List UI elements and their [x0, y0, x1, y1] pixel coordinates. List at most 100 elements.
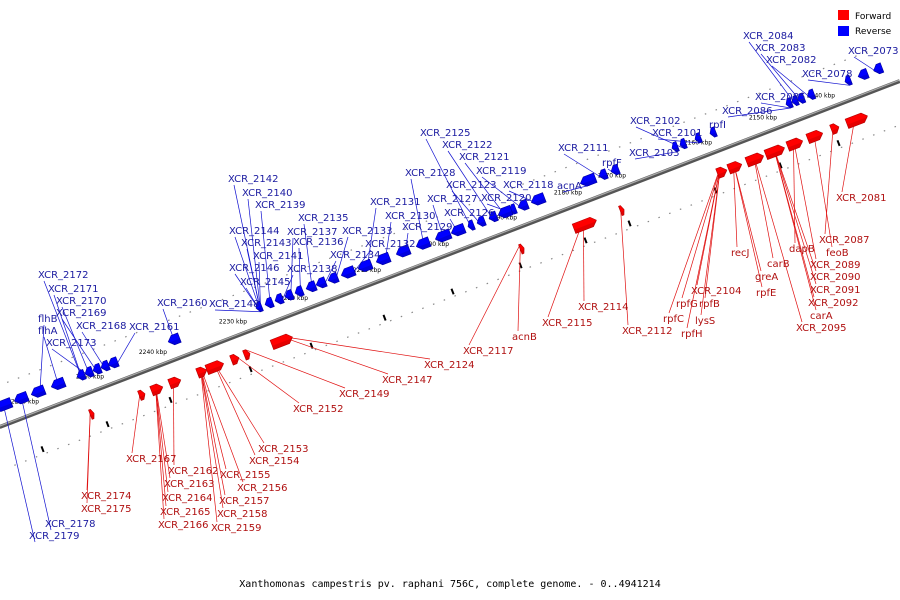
reverse-gene-arrow	[694, 132, 703, 144]
forward-gene-arrow	[229, 354, 240, 366]
reverse-gene-arrow	[294, 285, 305, 297]
leader-line	[39, 324, 45, 397]
gene-label-xcr-2114: XCR_2114	[578, 302, 629, 313]
gene-label-xcr-2128: XCR_2128	[405, 168, 456, 179]
leader-line	[155, 384, 167, 507]
gene-label-xcr-2139: XCR_2139	[255, 200, 306, 211]
gene-label-xcr-2102: XCR_2102	[630, 116, 681, 127]
tick-label: 2170 kbp	[598, 173, 626, 180]
forward-gene-arrow	[844, 112, 868, 129]
gene-label-acna: acnA	[557, 181, 582, 192]
gene-label-xcr-2158: XCR_2158	[217, 509, 268, 520]
gene-label-xcr-2086: XCR_2086	[722, 106, 773, 117]
gene-label-xcr-2131: XCR_2131	[370, 197, 421, 208]
legend: Forward Reverse	[838, 10, 892, 37]
backbone-line	[0, 79, 900, 429]
reverse-gene-arrow	[434, 228, 453, 243]
leader-line	[733, 162, 763, 288]
gene-label-xcr-2148: XCR_2148	[209, 299, 260, 310]
tick-mark	[248, 366, 253, 373]
forward-gene-arrow	[829, 123, 840, 135]
gene-label-xcr-2179: XCR_2179	[29, 531, 80, 542]
gene-label-xcr-2152: XCR_2152	[293, 404, 344, 415]
leader-line	[280, 335, 389, 375]
gene-label-xcr-2104: XCR_2104	[691, 286, 742, 297]
gene-label-xcr-2167: XCR_2167	[126, 454, 177, 465]
leader-line	[200, 366, 244, 483]
reverse-gene-arrow	[467, 219, 476, 231]
reverse-gene-arrow	[679, 137, 688, 150]
leader-line	[280, 335, 431, 360]
forward-gene-arrow	[726, 161, 743, 175]
leader-line	[200, 366, 226, 496]
tick-label: 2200 kbp	[421, 241, 449, 248]
leader-line	[173, 377, 175, 466]
reverse-gene-arrow	[274, 292, 285, 305]
leader-line	[246, 248, 261, 312]
gene-label-recj: recJ	[731, 248, 750, 259]
tick-label: 2230 kbp	[219, 318, 247, 325]
leader-line	[61, 306, 91, 378]
reverse-gene-arrow	[107, 356, 120, 369]
gene-label-xcr-2085: XCR_2085	[755, 92, 806, 103]
leader-line	[200, 366, 224, 509]
leader-line	[451, 190, 483, 227]
reverse-gene-arrow	[844, 74, 853, 86]
gene-label-xcr-2174: XCR_2174	[81, 491, 132, 502]
gene-label-xcr-2166: XCR_2166	[158, 520, 209, 531]
tick-mark	[778, 162, 783, 169]
legend-forward-label: Forward	[855, 12, 891, 22]
gene-label-xcr-2123: XCR_2123	[446, 180, 497, 191]
gene-label-rpfg: rpfG	[676, 299, 698, 310]
reverse-gene-arrow	[30, 384, 47, 398]
gene-label-rpfc: rpfC	[663, 314, 684, 325]
reverse-gene-arrow	[76, 369, 87, 381]
reverse-gene-arrow	[357, 258, 374, 273]
gene-label-xcr-2175: XCR_2175	[81, 504, 132, 515]
reverse-gene-arrow	[807, 88, 817, 100]
leader-line	[425, 138, 473, 231]
dotted-guide-below	[0, 44, 886, 386]
gene-label-dapb: dapB	[789, 244, 815, 255]
tick-mark	[836, 139, 841, 147]
gene-label-xcr-2129: XCR_2129	[402, 222, 453, 233]
leader-line	[793, 138, 817, 260]
gene-label-grea: greA	[755, 272, 778, 283]
reverse-gene-arrow	[671, 141, 680, 153]
gene-label-xcr-2163: XCR_2163	[164, 479, 215, 490]
leader-line	[773, 146, 817, 311]
reverse-gene-arrow	[84, 365, 95, 378]
leader-line	[410, 178, 425, 249]
tick-mark	[382, 314, 387, 321]
reverse-gene-arrow	[530, 192, 547, 206]
reverse-gene-arrow	[857, 68, 870, 80]
gene-label-xcr-2169: XCR_2169	[56, 308, 107, 319]
gene-label-xcr-2095: XCR_2095	[796, 323, 847, 334]
tick-label: 2180 kbp	[554, 190, 582, 197]
tick-label: 2150 kbp	[749, 115, 777, 122]
gene-label-xcr-2160: XCR_2160	[157, 298, 208, 309]
tick-label: 2140 kbp	[807, 92, 835, 99]
gene-label-xcr-2119: XCR_2119	[476, 166, 527, 177]
leader-line	[753, 154, 774, 259]
reverse-gene-arrow	[488, 210, 499, 223]
tick-label: 2240 kbp	[139, 349, 167, 356]
leader-line	[213, 361, 265, 444]
leader-line	[4, 410, 36, 543]
reverse-gene-arrow	[92, 362, 103, 375]
leader-line	[86, 409, 91, 504]
reverse-gene-arrow	[497, 204, 514, 219]
reverse-gene-arrow	[450, 222, 467, 237]
gene-label-xcr-2091: XCR_2091	[810, 285, 861, 296]
leader-line	[686, 167, 721, 329]
leader-line	[468, 243, 521, 346]
leader-line	[43, 280, 83, 381]
forward-gene-arrow	[88, 408, 95, 420]
leader-line	[155, 384, 165, 520]
genome-backbone	[0, 79, 900, 429]
leader-line	[668, 167, 721, 314]
gene-label-xcr-2133: XCR_2133	[342, 226, 393, 237]
gene-label-xcr-2124: XCR_2124	[424, 360, 475, 371]
reverse-gene-arrow	[315, 276, 328, 289]
